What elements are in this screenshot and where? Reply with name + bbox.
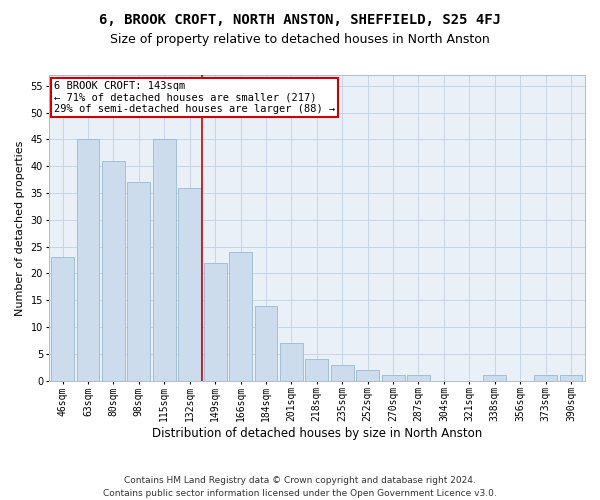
- Bar: [102, 161, 125, 380]
- Text: Contains HM Land Registry data © Crown copyright and database right 2024.
Contai: Contains HM Land Registry data © Crown c…: [103, 476, 497, 498]
- Bar: [203, 262, 227, 380]
- Bar: [305, 359, 328, 380]
- Bar: [534, 376, 557, 380]
- Bar: [51, 258, 74, 380]
- Bar: [560, 376, 583, 380]
- Text: 6, BROOK CROFT, NORTH ANSTON, SHEFFIELD, S25 4FJ: 6, BROOK CROFT, NORTH ANSTON, SHEFFIELD,…: [99, 12, 501, 26]
- Bar: [331, 364, 353, 380]
- Bar: [382, 376, 404, 380]
- Bar: [407, 376, 430, 380]
- X-axis label: Distribution of detached houses by size in North Anston: Distribution of detached houses by size …: [152, 427, 482, 440]
- Bar: [77, 140, 100, 380]
- Text: 6 BROOK CROFT: 143sqm
← 71% of detached houses are smaller (217)
29% of semi-det: 6 BROOK CROFT: 143sqm ← 71% of detached …: [54, 81, 335, 114]
- Bar: [153, 140, 176, 380]
- Bar: [254, 306, 277, 380]
- Bar: [178, 188, 201, 380]
- Bar: [280, 343, 303, 380]
- Bar: [356, 370, 379, 380]
- Text: Size of property relative to detached houses in North Anston: Size of property relative to detached ho…: [110, 32, 490, 46]
- Bar: [484, 376, 506, 380]
- Bar: [229, 252, 252, 380]
- Y-axis label: Number of detached properties: Number of detached properties: [15, 140, 25, 316]
- Bar: [127, 182, 150, 380]
